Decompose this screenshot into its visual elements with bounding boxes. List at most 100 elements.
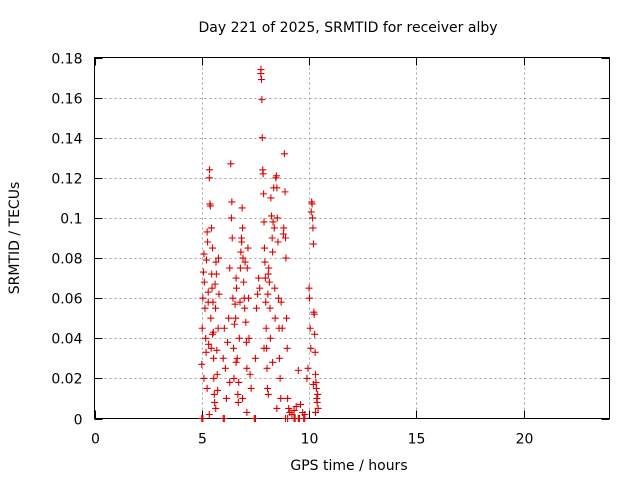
y-tick-label: 0.12 [51, 172, 82, 188]
data-point [231, 300, 239, 308]
data-point [290, 406, 298, 414]
data-point [269, 218, 277, 226]
data-point [294, 366, 302, 374]
data-point [203, 256, 211, 264]
y-tick-label: 0 [74, 413, 83, 429]
data-point [211, 398, 219, 406]
data-point [314, 390, 322, 398]
data-point [278, 324, 286, 332]
data-point [234, 398, 242, 406]
data-point [205, 340, 213, 348]
data-point [281, 188, 289, 196]
axis-ticks: 0 0.02 0.04 0.06 0.08 0.1 0.12 0.14 0.16 0.18 0 5 10… [51, 52, 610, 448]
data-point [288, 410, 296, 418]
y-tick-label: 0.1 [60, 212, 82, 228]
data-point [220, 324, 228, 332]
data-point [303, 374, 311, 382]
data-point [260, 244, 268, 252]
data-point [277, 394, 285, 402]
data-point [313, 398, 321, 406]
data-point [275, 294, 283, 302]
data-point [241, 304, 249, 312]
data-point [204, 288, 212, 296]
data-point [292, 402, 300, 410]
data-point [204, 298, 212, 306]
data-point [245, 334, 253, 342]
data-point [307, 344, 315, 352]
data-point [256, 284, 264, 292]
data-point [309, 380, 317, 388]
data-point [233, 354, 241, 362]
data-point [283, 314, 291, 322]
data-point [309, 214, 317, 222]
data-point [258, 134, 266, 142]
data-point [264, 290, 272, 298]
data-point [311, 348, 319, 356]
data-point [214, 324, 222, 332]
data-point [205, 174, 213, 182]
data-point [198, 324, 206, 332]
data-point [225, 314, 233, 322]
y-tick-label: 0.08 [51, 252, 82, 268]
data-point [281, 234, 289, 242]
data-point [211, 280, 219, 288]
data-point [311, 330, 319, 338]
data-point [232, 358, 240, 366]
data-point [199, 294, 207, 302]
y-tick-label: 0.06 [51, 292, 82, 308]
data-point [272, 172, 280, 180]
x-axis-label: GPS time / hours [290, 458, 407, 474]
data-point [238, 204, 246, 212]
data-point [266, 334, 274, 342]
data-point [205, 410, 213, 418]
data-point [304, 364, 312, 372]
data-point [301, 415, 309, 422]
data-point [241, 258, 249, 266]
y-axis-label: SRMTID / TECUs [7, 182, 23, 295]
data-point [238, 238, 246, 246]
data-point [267, 194, 275, 202]
data-point [260, 218, 268, 226]
data-point [312, 370, 320, 378]
data-point [206, 202, 214, 210]
data-point [261, 258, 269, 266]
data-point [266, 304, 274, 312]
data-point [203, 384, 211, 392]
data-point [255, 274, 263, 282]
data-point [273, 214, 281, 222]
data-point [280, 150, 288, 158]
data-point [226, 378, 234, 386]
data-point [207, 224, 215, 232]
data-point [243, 364, 251, 372]
data-point [236, 298, 244, 306]
data-point [212, 270, 220, 278]
data-point [244, 244, 252, 252]
data-point [276, 374, 284, 382]
data-point [210, 390, 218, 398]
data-point [210, 374, 218, 382]
y-tick-label: 0.16 [51, 92, 82, 108]
data-point [282, 254, 290, 262]
data-point [239, 254, 247, 262]
data-point [271, 314, 279, 322]
data-point [230, 320, 238, 328]
data-point [310, 310, 318, 318]
data-point [200, 278, 208, 286]
data-point [232, 314, 240, 322]
data-point [260, 190, 268, 198]
data-point [201, 304, 209, 312]
data-point [227, 160, 235, 168]
data-point [274, 238, 282, 246]
data-point [264, 270, 272, 278]
data-point [207, 314, 215, 322]
data-point [209, 244, 217, 252]
chart-title: Day 221 of 2025, SRMTID for receiver alb… [198, 20, 497, 36]
data-point [257, 66, 265, 74]
data-point [203, 228, 211, 236]
data-point [285, 404, 293, 412]
data-point [297, 400, 304, 408]
data-point [306, 294, 314, 302]
data-point [198, 360, 206, 368]
x-tick-label: 10 [301, 432, 319, 448]
data-point [239, 394, 247, 402]
